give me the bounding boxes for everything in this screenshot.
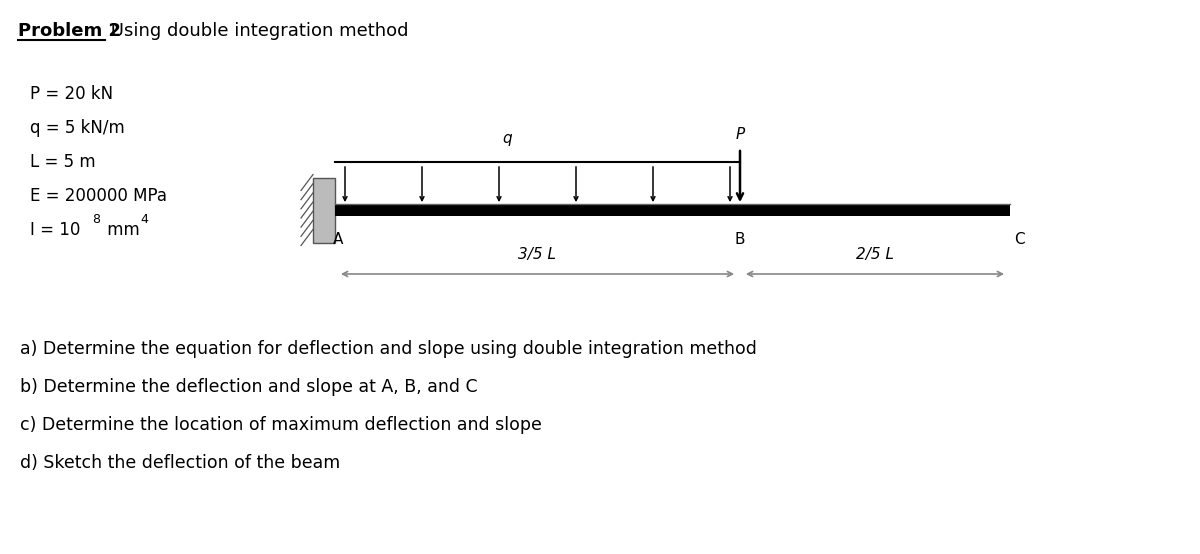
Text: c) Determine the location of maximum deflection and slope: c) Determine the location of maximum def… (20, 416, 542, 434)
Text: I = 10: I = 10 (30, 221, 80, 239)
Text: d) Sketch the deflection of the beam: d) Sketch the deflection of the beam (20, 454, 341, 472)
Text: L = 5 m: L = 5 m (30, 153, 96, 171)
Text: b) Determine the deflection and slope at A, B, and C: b) Determine the deflection and slope at… (20, 378, 478, 396)
Text: B: B (734, 232, 745, 247)
Text: a) Determine the equation for deflection and slope using double integration meth: a) Determine the equation for deflection… (20, 340, 757, 358)
Text: E = 200000 MPa: E = 200000 MPa (30, 187, 167, 205)
Text: 2/5 L: 2/5 L (856, 247, 894, 262)
Text: A: A (334, 232, 343, 247)
Text: P = 20 kN: P = 20 kN (30, 85, 113, 103)
Text: 4: 4 (140, 213, 148, 226)
Text: Problem 2: Problem 2 (18, 22, 121, 40)
Text: mm: mm (102, 221, 139, 239)
Bar (335, 204, 1010, 216)
Text: P: P (736, 127, 745, 142)
Text: q: q (503, 131, 512, 146)
Text: q = 5 kN/m: q = 5 kN/m (30, 119, 125, 137)
Text: Using double integration method: Using double integration method (106, 22, 408, 40)
Text: 8: 8 (92, 213, 100, 226)
Text: 3/5 L: 3/5 L (518, 247, 557, 262)
Text: C: C (1014, 232, 1025, 247)
Bar (313, 177, 335, 243)
